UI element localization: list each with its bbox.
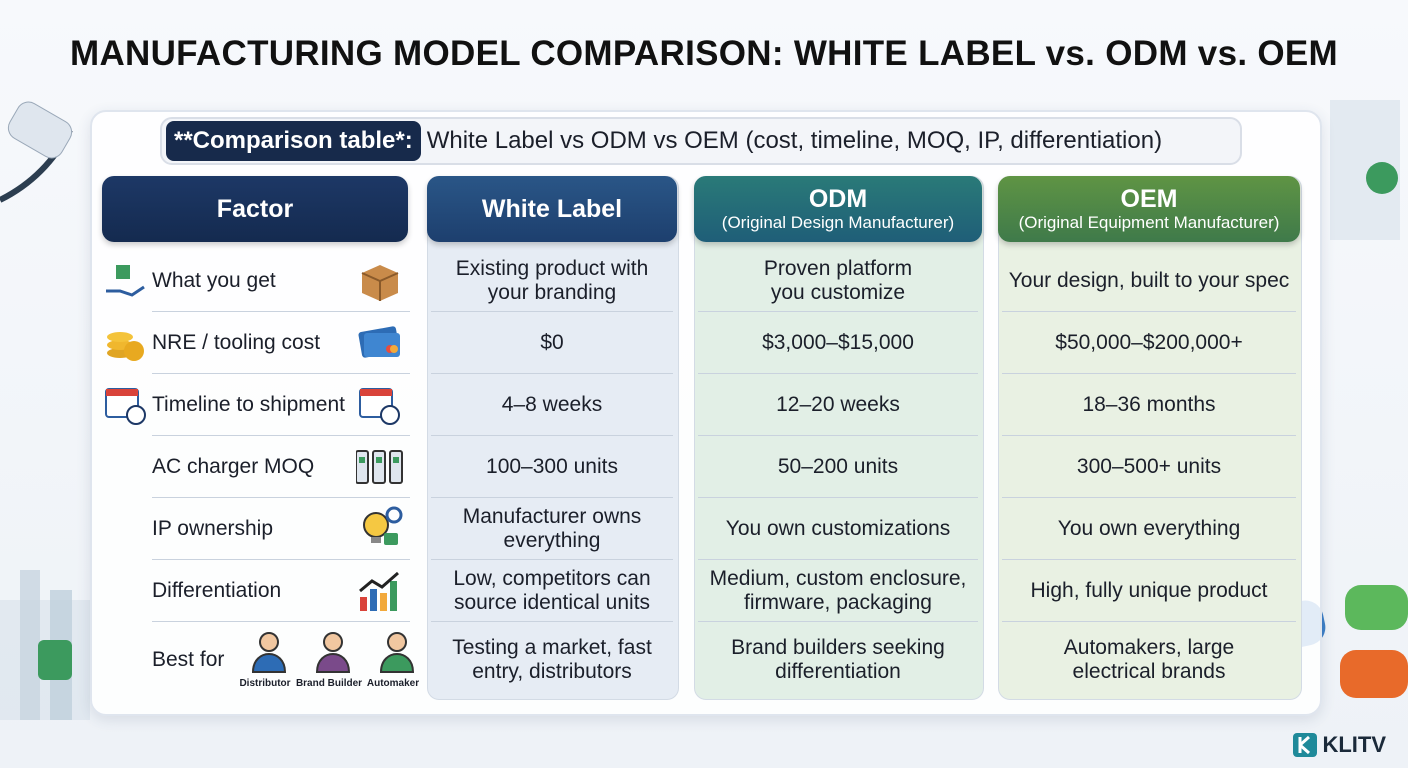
cell-line: Your design, built to your spec (1008, 268, 1290, 292)
table-cell: You own everything (1002, 498, 1296, 560)
cell-line: Existing product with (455, 256, 649, 280)
cell-line: $0 (540, 330, 564, 354)
cell-line: Manufacturer owns (462, 504, 642, 528)
header-name: ODM (808, 184, 868, 213)
subtitle: **Comparison table*: White Label vs ODM … (160, 117, 1242, 165)
cell-line: High, fully unique product (1030, 578, 1268, 602)
factor-label: Timeline to shipment (152, 374, 410, 436)
cell-line: source identical units (453, 590, 651, 614)
table-cell: Manufacturer owns everything (431, 498, 673, 560)
table-cell: High, fully unique product (1002, 560, 1296, 622)
table-cell: Existing product with your branding (431, 250, 673, 312)
table-cell: $3,000–$15,000 (698, 312, 978, 374)
cell-line: 50–200 units (777, 454, 899, 478)
table-cell: Brand builders seeking differentiation (698, 622, 978, 698)
factor-icon (359, 388, 400, 425)
cell-line: electrical brands (1072, 660, 1226, 683)
cell-line: $50,000–$200,000+ (1055, 330, 1243, 354)
table-cell: You own customizations (698, 498, 978, 560)
table-cell: 18–36 months (1002, 374, 1296, 436)
cell-line: You own everything (1057, 516, 1241, 540)
factor-icon (106, 265, 145, 297)
header-sub: (Original Equipment Manufacturer) (1018, 212, 1280, 232)
cell-line: 300–500+ units (1076, 454, 1222, 478)
factor-icon (356, 450, 403, 484)
cell-line: 18–36 months (1082, 392, 1216, 416)
factor-icon (358, 326, 400, 358)
factor-label: Best for (152, 648, 225, 671)
header-sub: (Original Design Manufacturer) (721, 212, 955, 232)
cell-line: You own customizations (725, 516, 951, 540)
persona-icon (379, 632, 415, 673)
header-name: Factor (216, 194, 294, 223)
factor-label: AC charger MOQ (152, 436, 410, 498)
brand-name: KLITV (1322, 732, 1386, 757)
factor-label: IP ownership (152, 498, 410, 560)
cell-line: entry, distributors (472, 660, 632, 683)
column-bg (998, 176, 1302, 700)
cell-line: $3,000–$15,000 (762, 330, 914, 354)
table-cell: Your design, built to your spec (1002, 250, 1296, 312)
factor-icon (363, 506, 403, 545)
table-cell: 12–20 weeks (698, 374, 978, 436)
cell-line: Automakers, large (1063, 636, 1235, 659)
factor-icon (107, 332, 144, 361)
factor-label: What you get (152, 250, 410, 312)
subtitle-text: White Label vs ODM vs OEM (cost, timelin… (426, 127, 1163, 154)
column-header: White Label (427, 176, 677, 242)
table-cell: 100–300 units (431, 436, 673, 498)
table-cell: 300–500+ units (1002, 436, 1296, 498)
factor-label: Differentiation (152, 560, 410, 622)
table-cell: 50–200 units (698, 436, 978, 498)
cell-line: your branding (487, 280, 617, 304)
cell-line: 12–20 weeks (776, 392, 900, 416)
title: MANUFACTURING MODEL COMPARISON: WHITE LA… (69, 34, 1339, 73)
persona-icon (315, 632, 351, 673)
persona-label: Brand Builder (295, 678, 363, 689)
subtitle-badge: **Comparison table*: (166, 121, 421, 161)
cell-line: Testing a market, fast (452, 636, 652, 659)
factor-label: NRE / tooling cost (152, 312, 410, 374)
cell-line: firmware, packaging (744, 590, 932, 614)
table-cell: $0 (431, 312, 673, 374)
cell-line: differentiation (775, 660, 901, 683)
table-cell: Automakers, large electrical brands (1002, 622, 1296, 698)
header-name: OEM (1120, 184, 1178, 213)
column-header: Factor (102, 176, 408, 242)
table-cell: Proven platform you customize (698, 250, 978, 312)
cell-line: you customize (770, 280, 906, 304)
column-header: ODM (Original Design Manufacturer) (694, 176, 982, 242)
factor-icon (361, 265, 399, 301)
brand-logo (1293, 733, 1318, 757)
cell-line: 4–8 weeks (501, 392, 603, 416)
factor-icon (359, 571, 399, 611)
cell-line: Medium, custom enclosure, (709, 566, 967, 590)
cell-line: Brand builders seeking (731, 636, 945, 659)
factor-icon (105, 388, 146, 425)
table-cell: Testing a market, fast entry, distributor… (431, 622, 673, 698)
header-name: White Label (481, 194, 623, 223)
brand: KLITV (1292, 732, 1386, 758)
cell-line: Low, competitors can (453, 566, 651, 590)
table-cell: Medium, custom enclosure, firmware, packa… (698, 560, 978, 622)
column-bg (694, 176, 984, 700)
cell-line: everything (503, 528, 601, 552)
cell-line: Proven platform (763, 256, 913, 280)
table-cell: Low, competitors can source identical uni… (431, 560, 673, 622)
table-cell: 4–8 weeks (431, 374, 673, 436)
table-cell: $50,000–$200,000+ (1002, 312, 1296, 374)
column-bg (427, 176, 679, 700)
persona-icon (251, 632, 287, 673)
column-header: OEM (Original Equipment Manufacturer) (998, 176, 1300, 242)
persona-label: Distributor (239, 678, 291, 689)
persona-label: Automaker (366, 678, 420, 689)
cell-line: 100–300 units (486, 454, 618, 478)
